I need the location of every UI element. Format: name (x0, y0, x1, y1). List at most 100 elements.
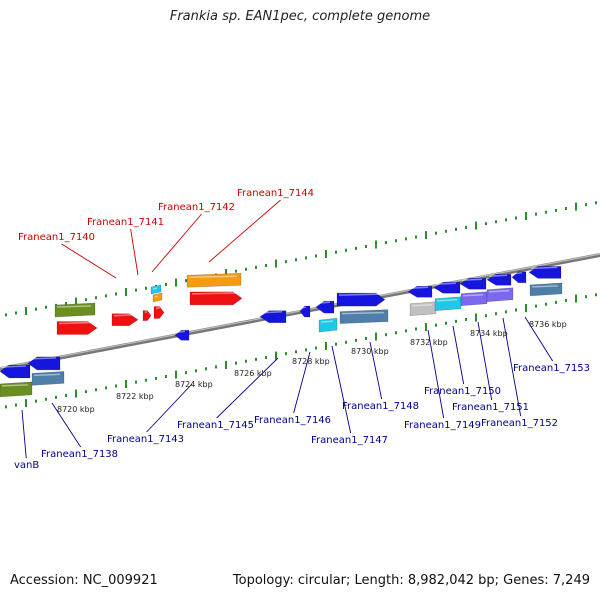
gene-feature (460, 291, 488, 307)
gene-feature (174, 329, 190, 341)
gene-feature-shine (261, 310, 283, 314)
scale-label: 8730 kbp (351, 347, 389, 356)
gene-feature-shine (56, 305, 92, 308)
gene-feature-shine (176, 330, 186, 334)
bottom-leader-line (216, 357, 279, 419)
bottom-leader-line (524, 316, 554, 362)
scale-label: 8724 kbp (175, 380, 213, 389)
gene-features (0, 266, 563, 398)
gene-feature (299, 305, 311, 318)
gene-feature (486, 287, 514, 303)
bottom-leader-line (502, 317, 522, 417)
bottom-gene-label: Franean1_7148 (342, 401, 419, 412)
gene-feature (433, 281, 461, 294)
bottom-gene-label: Franean1_7143 (107, 434, 184, 445)
scale-labels: 8720 kbp 8722 kbp 8724 kbp 8726 kbp 8728 kbp… (57, 320, 567, 414)
top-leader-line (130, 228, 139, 276)
genome-backbone-highlight (0, 253, 600, 369)
bottom-gene-label: vanB (14, 460, 39, 471)
gene-feature (186, 272, 242, 288)
scale-label: 8720 kbp (57, 405, 95, 414)
top-leader-line (208, 199, 281, 263)
top-leader-line (151, 213, 202, 273)
bottom-gene-label: Franean1_7149 (404, 420, 481, 431)
gene-feature (409, 301, 437, 317)
gene-feature-shine (462, 293, 484, 297)
gene-feature-shine (1, 365, 27, 368)
gene-feature-shine (188, 275, 238, 279)
label-leaders (21, 199, 554, 459)
scale-label: 8736 kbp (529, 320, 567, 329)
gene-feature (152, 292, 163, 303)
gene-feature-shine (488, 289, 510, 293)
gene-feature-shine (301, 306, 307, 309)
gene-feature (56, 321, 98, 335)
gene-feature (0, 364, 31, 379)
gene-feature (434, 296, 462, 312)
gene-feature (339, 309, 389, 324)
bottom-leader-line (21, 409, 27, 459)
top-gene-label: Franean1_7144 (237, 188, 314, 199)
genome-summary: Topology: circular; Length: 8,982,042 bp… (232, 573, 590, 588)
bottom-gene-label: Franean1_7138 (41, 449, 118, 460)
bottom-gene-label: Franean1_7152 (481, 418, 558, 429)
scale-label: 8732 kbp (410, 338, 448, 347)
gene-feature (153, 306, 165, 319)
gene-feature-shine (317, 301, 331, 304)
gene-feature-shine (155, 306, 161, 310)
gene-feature (336, 292, 386, 307)
gene-feature-shine (513, 272, 523, 275)
bottom-leader-line (146, 383, 193, 433)
gene-feature (111, 313, 139, 327)
bottom-leader-line (369, 341, 383, 400)
gene-feature-shine (488, 274, 508, 278)
bottom-gene-label: Franean1_7147 (311, 435, 388, 446)
accession-label: Accession: NC_009921 (10, 573, 158, 588)
top-leader-line (61, 243, 117, 279)
gene-feature (27, 356, 61, 371)
gene-feature-shine (341, 311, 385, 315)
gene-feature-shine (144, 310, 148, 314)
gene-feature-shine (530, 266, 558, 270)
gene-feature (511, 271, 527, 284)
gene-feature-shine (531, 285, 559, 288)
gene-feature-shine (409, 286, 429, 290)
gene-feature (407, 285, 433, 298)
bottom-gene-label: Franean1_7151 (452, 402, 529, 413)
gene-feature-shine (29, 357, 57, 360)
scale-label: 8728 kbp (292, 357, 330, 366)
gene-feature-shine (435, 282, 457, 285)
gene-feature-shine (191, 292, 239, 295)
bottom-gene-label: Franean1_7153 (513, 363, 590, 374)
bottom-leader-line (452, 325, 465, 385)
gene-feature-shine (320, 320, 334, 323)
bottom-leader-line (51, 402, 82, 448)
gene-feature (0, 381, 33, 398)
gene-feature-shine (461, 278, 483, 281)
scale-label: 8722 kbp (116, 392, 154, 401)
gene-feature-shine (338, 293, 382, 296)
bottom-leader-line (293, 351, 311, 414)
bottom-gene-label: Franean1_7150 (424, 386, 501, 397)
bottom-tick-track (5, 293, 597, 409)
gene-feature-shine (33, 373, 61, 377)
bottom-leader-line (331, 345, 352, 434)
genome-backbone (0, 253, 600, 371)
gene-feature (189, 291, 243, 306)
gene-feature (529, 282, 563, 297)
gene-feature (259, 310, 287, 324)
scale-label: 8734 kbp (470, 329, 508, 338)
gene-feature-shine (113, 313, 135, 317)
top-gene-label: Franean1_7142 (158, 202, 235, 213)
gene-feature-shine (1, 384, 29, 387)
gene-feature (150, 284, 162, 295)
gene-feature (459, 277, 487, 290)
gene-feature (315, 300, 335, 314)
bottom-gene-label: Franean1_7146 (254, 415, 331, 426)
bottom-gene-label: Franean1_7145 (177, 420, 254, 431)
bottom-leader-line (477, 321, 493, 401)
gene-feature-shine (152, 287, 158, 290)
top-gene-label: Franean1_7141 (87, 217, 164, 228)
bottom-leader-line (427, 329, 445, 419)
